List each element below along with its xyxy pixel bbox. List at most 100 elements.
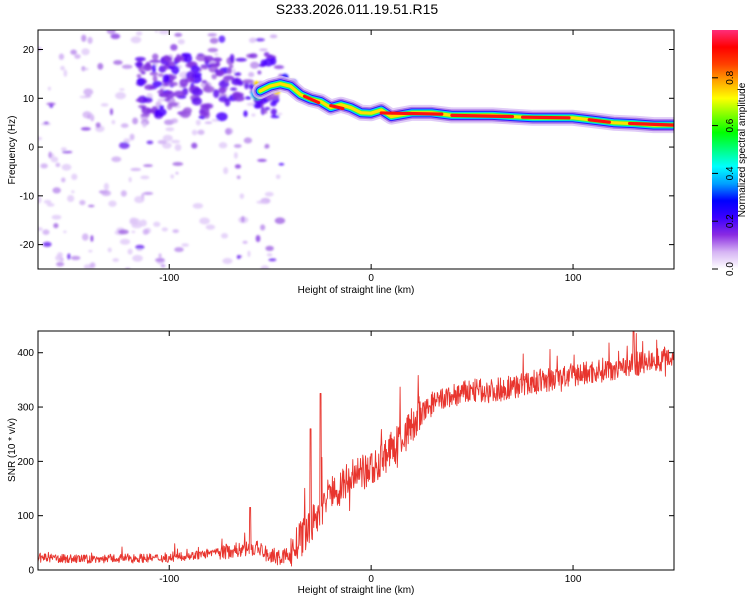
spectral-blob bbox=[123, 138, 131, 144]
spectral-blob bbox=[79, 95, 91, 99]
spectral-blob bbox=[212, 57, 223, 62]
spectral-blob bbox=[243, 110, 248, 118]
spectral-blob bbox=[259, 48, 268, 52]
spectral-blob bbox=[149, 71, 159, 76]
spectral-blob bbox=[121, 64, 133, 69]
spectral-blob bbox=[181, 243, 190, 247]
spectral-blob bbox=[152, 80, 163, 88]
spectral-blob bbox=[107, 247, 112, 253]
y-tick-label: 0 bbox=[28, 143, 34, 154]
spectral-blob bbox=[265, 245, 274, 251]
spectral-blob bbox=[115, 91, 126, 100]
y-tick-label: 100 bbox=[17, 511, 34, 522]
spectral-blob bbox=[205, 224, 216, 230]
spectral-blob bbox=[152, 75, 158, 83]
spectral-blob bbox=[160, 264, 166, 268]
spectral-blob bbox=[174, 32, 183, 37]
colorbar-label: Normalized spectral amplitude bbox=[737, 82, 748, 217]
spectral-blob bbox=[191, 87, 203, 96]
y-tick-label: 200 bbox=[17, 457, 34, 468]
colorbar-ticks: 0.0 0.2 0.4 0.6 0.8 bbox=[712, 70, 736, 276]
spectral-blob bbox=[151, 64, 156, 73]
spectral-blob bbox=[119, 88, 125, 91]
spectral-blob bbox=[173, 90, 185, 98]
spectral-blob bbox=[70, 255, 81, 261]
spectral-blob bbox=[90, 235, 94, 242]
snr-y-label: SNR (10 * v/v) bbox=[7, 418, 18, 482]
ridge-core bbox=[379, 111, 444, 116]
spectral-blob bbox=[53, 223, 59, 229]
spectral-blob bbox=[276, 112, 283, 116]
y-tick-label: 0 bbox=[28, 566, 34, 577]
spectral-blob bbox=[218, 35, 226, 43]
spectral-blob bbox=[87, 204, 95, 208]
spectral-blob bbox=[156, 108, 167, 117]
spectral-blob bbox=[97, 62, 104, 70]
spectral-blob bbox=[38, 196, 42, 204]
spectral-blob bbox=[169, 81, 178, 87]
figure-title: S233.2026.011.19.51.R15 bbox=[276, 1, 439, 17]
spectral-blob bbox=[74, 54, 81, 59]
spectral-blob bbox=[233, 144, 242, 148]
spectral-blob bbox=[236, 254, 241, 260]
spectral-blob bbox=[256, 200, 268, 204]
spectral-blob bbox=[60, 65, 65, 71]
spectral-blob bbox=[40, 163, 48, 169]
spectral-blob bbox=[275, 174, 281, 179]
spectral-blob bbox=[152, 53, 159, 60]
spectral-blob bbox=[110, 33, 121, 40]
spectral-blob bbox=[207, 47, 219, 53]
spectral-blob bbox=[266, 253, 273, 257]
x-tick-label: 0 bbox=[368, 574, 374, 585]
spectrogram-y-ticks: -20 -10 0 10 20 bbox=[20, 45, 674, 251]
spectral-blob bbox=[199, 112, 209, 117]
spectral-blob bbox=[190, 65, 201, 73]
spectral-blob bbox=[172, 162, 184, 166]
spectral-blob bbox=[143, 191, 154, 196]
spectral-blob bbox=[154, 109, 159, 117]
spectral-blob bbox=[233, 152, 238, 159]
colorbar-tick-label: 0.0 bbox=[725, 262, 736, 276]
spectral-blob bbox=[172, 229, 179, 234]
ridge-core bbox=[302, 94, 321, 105]
snr-x-label: Height of straight line (km) bbox=[298, 585, 415, 596]
spectral-blob bbox=[47, 86, 51, 91]
spectral-blob bbox=[211, 73, 217, 80]
spectral-blob bbox=[235, 57, 247, 62]
spectrogram-frame bbox=[37, 29, 675, 270]
spectral-blob bbox=[81, 48, 90, 56]
spectral-blob bbox=[38, 136, 43, 141]
spectral-blob bbox=[260, 224, 266, 231]
spectral-blob bbox=[270, 115, 280, 119]
spectral-blob bbox=[232, 92, 244, 98]
spectral-blob bbox=[128, 177, 132, 183]
spectral-blob bbox=[136, 248, 143, 252]
spectral-blob bbox=[174, 143, 182, 151]
spectral-blob bbox=[88, 249, 93, 253]
colorbar-tick-label: 0.2 bbox=[725, 214, 736, 228]
spectral-blob bbox=[199, 217, 210, 225]
spectral-blob bbox=[140, 175, 150, 180]
spectral-blob bbox=[56, 261, 65, 267]
spectral-blob bbox=[67, 194, 75, 203]
spectral-blob bbox=[131, 230, 136, 234]
spectral-blob bbox=[100, 103, 109, 107]
snr-panel: -100 0 100 0 100 200 300 400 Height of straigh… bbox=[7, 330, 675, 596]
spectral-blob bbox=[224, 127, 233, 135]
spectral-blob bbox=[268, 258, 277, 262]
spectral-blob bbox=[63, 69, 68, 77]
spectral-blob bbox=[79, 200, 86, 206]
spectral-blob bbox=[159, 105, 164, 109]
spectral-blob bbox=[154, 30, 158, 33]
spectral-blob bbox=[135, 244, 145, 250]
spectral-blob bbox=[139, 219, 147, 227]
spectral-blob bbox=[191, 142, 198, 149]
ridge-core bbox=[329, 104, 345, 111]
spectral-blob bbox=[157, 90, 164, 94]
spectral-blob bbox=[42, 241, 52, 247]
spectral-blob bbox=[242, 240, 248, 244]
spectral-blob bbox=[232, 68, 236, 74]
spectral-blob bbox=[142, 121, 147, 128]
spectral-blob bbox=[55, 162, 61, 168]
spectral-blob bbox=[215, 61, 221, 67]
